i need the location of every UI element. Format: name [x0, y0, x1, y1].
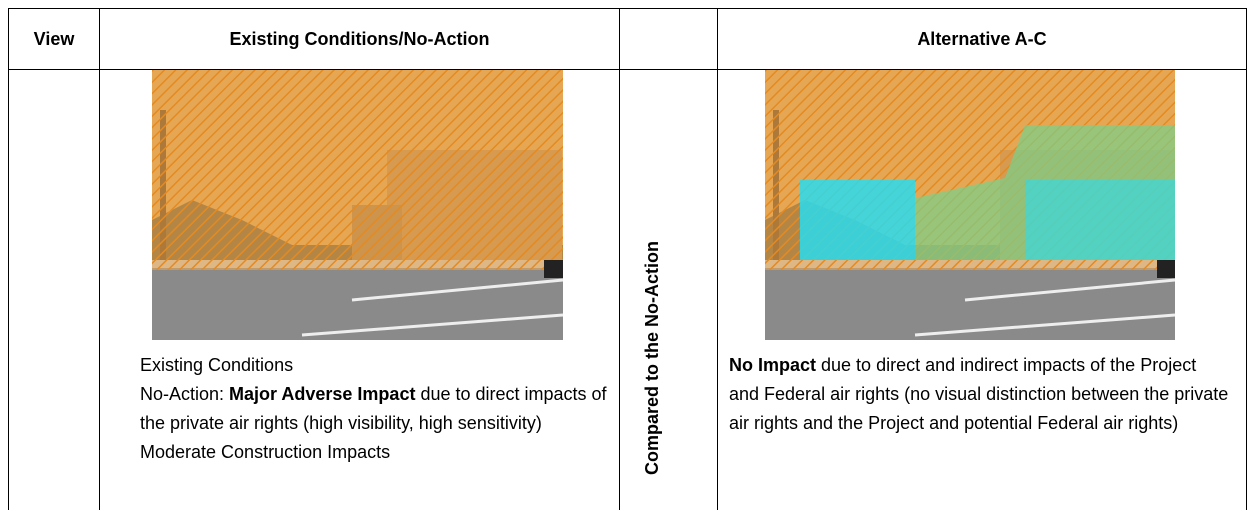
header-existing: Existing Conditions/No-Action: [100, 9, 620, 70]
construction-text: Moderate Construction Impacts: [140, 442, 391, 462]
view-cell: [9, 70, 100, 510]
alternative-photo: [765, 70, 1175, 340]
comparison-label: Compared to the No-Action: [642, 241, 662, 475]
header-blank: [620, 9, 718, 70]
header-text: Existing Conditions/No-Action: [229, 28, 490, 49]
existing-text: Existing Conditions No-Action: Major Adv…: [140, 351, 610, 467]
header-text: Alternative A-C: [917, 28, 1047, 49]
header-view: View: [9, 9, 100, 70]
header-text: View: [33, 28, 75, 49]
alternative-cell: [718, 70, 1247, 510]
header-alternative: Alternative A-C: [718, 9, 1247, 70]
text: due to direct and indirect impacts of th…: [729, 355, 1234, 433]
existing-cell: [100, 70, 620, 510]
text: No-Action:: [140, 384, 230, 404]
comparison-cell: [620, 70, 718, 510]
existing-photo: [152, 70, 563, 340]
table: View Existing Conditions/No-Action Alter…: [8, 8, 1247, 510]
caption: Existing Conditions: [140, 355, 294, 375]
no-action-text: No-Action: Major Adverse Impact due to d…: [140, 380, 610, 438]
text: due to direct impacts of the private air…: [140, 384, 612, 433]
bold-text: No Impact: [729, 355, 817, 375]
bold-text: Major Adverse Impact: [229, 384, 416, 404]
alternative-text: No Impact due to direct and indirect imp…: [729, 351, 1229, 438]
